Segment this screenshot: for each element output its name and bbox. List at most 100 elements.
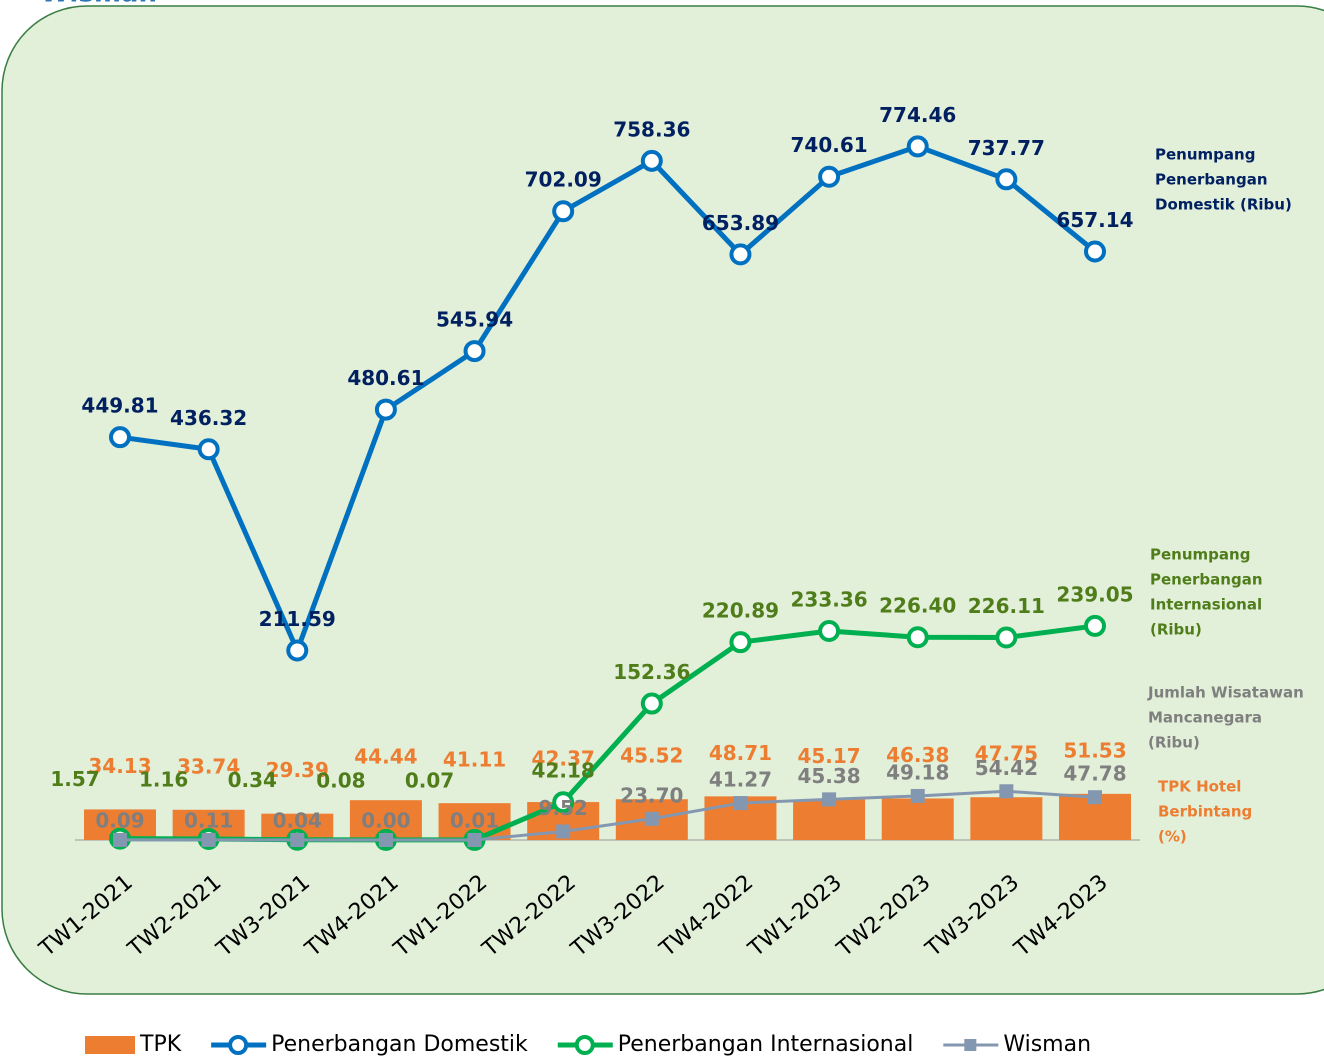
data-label: 480.61: [347, 366, 424, 390]
data-label: 51.53: [1063, 738, 1126, 762]
point-marker: [1088, 790, 1102, 805]
data-label: 233.36: [790, 588, 867, 612]
series-line: [119, 789, 1096, 842]
data-label: 740.61: [790, 133, 867, 157]
data-label: 0.34: [228, 768, 277, 792]
data-label: 449.81: [81, 394, 158, 418]
data-label: 758.36: [613, 117, 690, 141]
series-annotation: (%): [1158, 828, 1187, 846]
data-label: 0.11: [184, 808, 233, 832]
series-annotation: Penumpang: [1150, 546, 1250, 564]
chart-title: Wisman: [42, 0, 158, 9]
data-label: 702.09: [525, 168, 602, 192]
data-label: 657.14: [1056, 208, 1133, 232]
series-annotation: Mancanegara: [1148, 709, 1262, 727]
data-label: 45.52: [620, 744, 683, 768]
point-marker: [818, 165, 841, 188]
legend-swatch: [228, 1035, 249, 1055]
data-label: 42.37: [532, 747, 595, 771]
legend-label: Penerbangan Domestik: [271, 1032, 528, 1057]
bar: [970, 797, 1043, 840]
point-marker: [378, 833, 393, 847]
data-label: 0.08: [316, 768, 365, 792]
series-annotation: (Ribu): [1150, 621, 1202, 639]
data-label: 0.04: [273, 808, 322, 832]
point-marker: [640, 149, 663, 172]
data-label: 48.71: [709, 741, 772, 765]
point-marker: [906, 626, 929, 649]
legend-swatch: [574, 1035, 595, 1055]
legend-swatch: [85, 1036, 135, 1054]
bar: [881, 798, 954, 840]
data-label: 45.17: [797, 744, 860, 768]
data-label: 44.44: [354, 745, 417, 769]
data-label: 0.09: [95, 808, 144, 832]
data-label: 226.40: [879, 594, 956, 618]
point-marker: [552, 791, 575, 814]
data-label: 42.18: [532, 759, 595, 783]
data-label: 41.27: [709, 768, 772, 792]
chart-background: [1, 5, 1324, 995]
data-label: 545.94: [436, 308, 513, 332]
point-marker: [1084, 614, 1106, 637]
series-line: [119, 143, 1097, 654]
data-label: 45.38: [797, 764, 860, 788]
legend-label: Penerbangan Internasional: [618, 1032, 914, 1057]
series-annotation: Penerbangan: [1150, 571, 1263, 589]
data-label: 47.78: [1063, 762, 1126, 786]
point-marker: [552, 200, 575, 223]
point-marker: [113, 832, 127, 847]
point-marker: [290, 832, 305, 847]
data-label: 47.75: [975, 742, 1038, 766]
series-annotation: Penumpang: [1155, 146, 1255, 164]
data-label: 737.77: [968, 136, 1045, 160]
point-marker: [729, 631, 752, 654]
data-label: 33.74: [177, 754, 240, 778]
point-marker: [109, 426, 131, 449]
data-label: 239.05: [1056, 582, 1133, 606]
point-marker: [467, 832, 482, 847]
data-label: 1.16: [139, 767, 188, 791]
data-label: 54.42: [975, 756, 1038, 780]
data-label: 211.59: [259, 607, 336, 631]
point-marker: [197, 438, 220, 461]
data-label: 34.13: [88, 754, 151, 778]
point-marker: [644, 811, 659, 826]
legend-label: Wisman: [1003, 1032, 1091, 1057]
legend-label: TPK: [139, 1032, 182, 1057]
data-label: 0.00: [361, 809, 410, 833]
point-marker: [640, 692, 663, 715]
point-marker: [906, 135, 929, 158]
data-label: 49.18: [886, 760, 949, 784]
data-label: 226.11: [968, 594, 1045, 618]
series-annotation: TPK Hotel: [1158, 778, 1241, 796]
point-marker: [818, 620, 841, 643]
data-label: 436.32: [170, 406, 247, 430]
point-marker: [822, 792, 837, 807]
data-label: 0.07: [405, 768, 454, 792]
point-marker: [201, 832, 216, 847]
data-label: 9.52: [539, 796, 588, 820]
data-label: 0.01: [450, 808, 499, 832]
series-annotation: Berbintang: [1158, 803, 1252, 821]
series-annotation: Domestik (Ribu): [1155, 196, 1292, 214]
data-label: 41.11: [443, 748, 506, 772]
point-marker: [910, 788, 925, 803]
data-label: 23.70: [620, 783, 683, 807]
point-marker: [556, 824, 571, 839]
point-marker: [1084, 240, 1106, 263]
series-annotation: Internasional: [1150, 596, 1262, 614]
series-annotation: Jumlah Wisatawan: [1147, 684, 1304, 702]
point-marker: [995, 168, 1018, 191]
point-marker: [463, 340, 486, 363]
series-annotation: (Ribu): [1148, 734, 1200, 752]
data-label: 29.39: [266, 758, 329, 782]
data-label: 152.36: [613, 660, 690, 684]
point-marker: [999, 784, 1014, 799]
point-marker: [286, 639, 309, 662]
data-label: 220.89: [702, 599, 779, 623]
data-label: 46.38: [886, 743, 949, 767]
series-annotation: Penerbangan: [1155, 171, 1268, 189]
data-label: 1.57: [50, 767, 99, 791]
